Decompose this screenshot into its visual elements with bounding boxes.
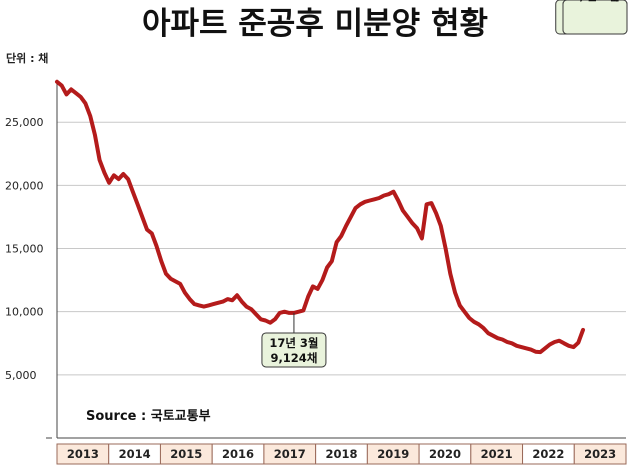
- year-label: 2023: [584, 447, 616, 461]
- y-tick-label: 5,000: [5, 369, 37, 382]
- callout-text: 8,554채: [572, 0, 619, 3]
- year-label: 2014: [119, 447, 151, 461]
- x-axis-year-labels: 2013 2014 2015 2016 2017 2018 2019 2020 2021 2022…: [56, 443, 627, 465]
- year-label: 2018: [325, 447, 357, 461]
- y-tick-label: 20,000: [5, 179, 44, 192]
- chart-title: 아파트 준공후 미분양 현황: [142, 6, 488, 42]
- y-tick-label: 15,000: [5, 243, 44, 256]
- year-label: 2013: [67, 447, 99, 461]
- series-line-unsold-apartments: [55, 79, 585, 355]
- callout-0: 17년 3월9,124채: [261, 312, 327, 368]
- year-cell-2023: [573, 443, 627, 465]
- gridlines: [57, 121, 626, 376]
- year-label: 2021: [481, 447, 513, 461]
- callout-box: [261, 332, 327, 368]
- callouts: 17년 3월9,124채22년 5월6,830채23년 1월7,546채23년 …: [261, 0, 628, 368]
- callout-text: 17년 3월: [269, 336, 318, 350]
- year-label: 2019: [377, 447, 409, 461]
- callout-box: [562, 0, 628, 35]
- year-label: 2016: [222, 447, 254, 461]
- year-label: 2015: [170, 447, 202, 461]
- source-label: Source : 국토교통부: [86, 409, 211, 424]
- y-tick-label: 25,000: [5, 116, 44, 129]
- year-label: 2020: [429, 447, 461, 461]
- y-tick-label: 10,000: [5, 306, 44, 319]
- unit-label: 단위 : 채: [6, 51, 48, 65]
- callout-3: 23년 2월8,554채: [562, 0, 628, 35]
- callout-text: 9,124채: [270, 351, 317, 365]
- year-label: 2017: [274, 447, 306, 461]
- y-axis-ticks: 5,000 10,000 15,000 20,000 25,000: [5, 116, 52, 439]
- callout-text: 23년 2월: [570, 0, 619, 3]
- year-label: 2022: [532, 447, 564, 461]
